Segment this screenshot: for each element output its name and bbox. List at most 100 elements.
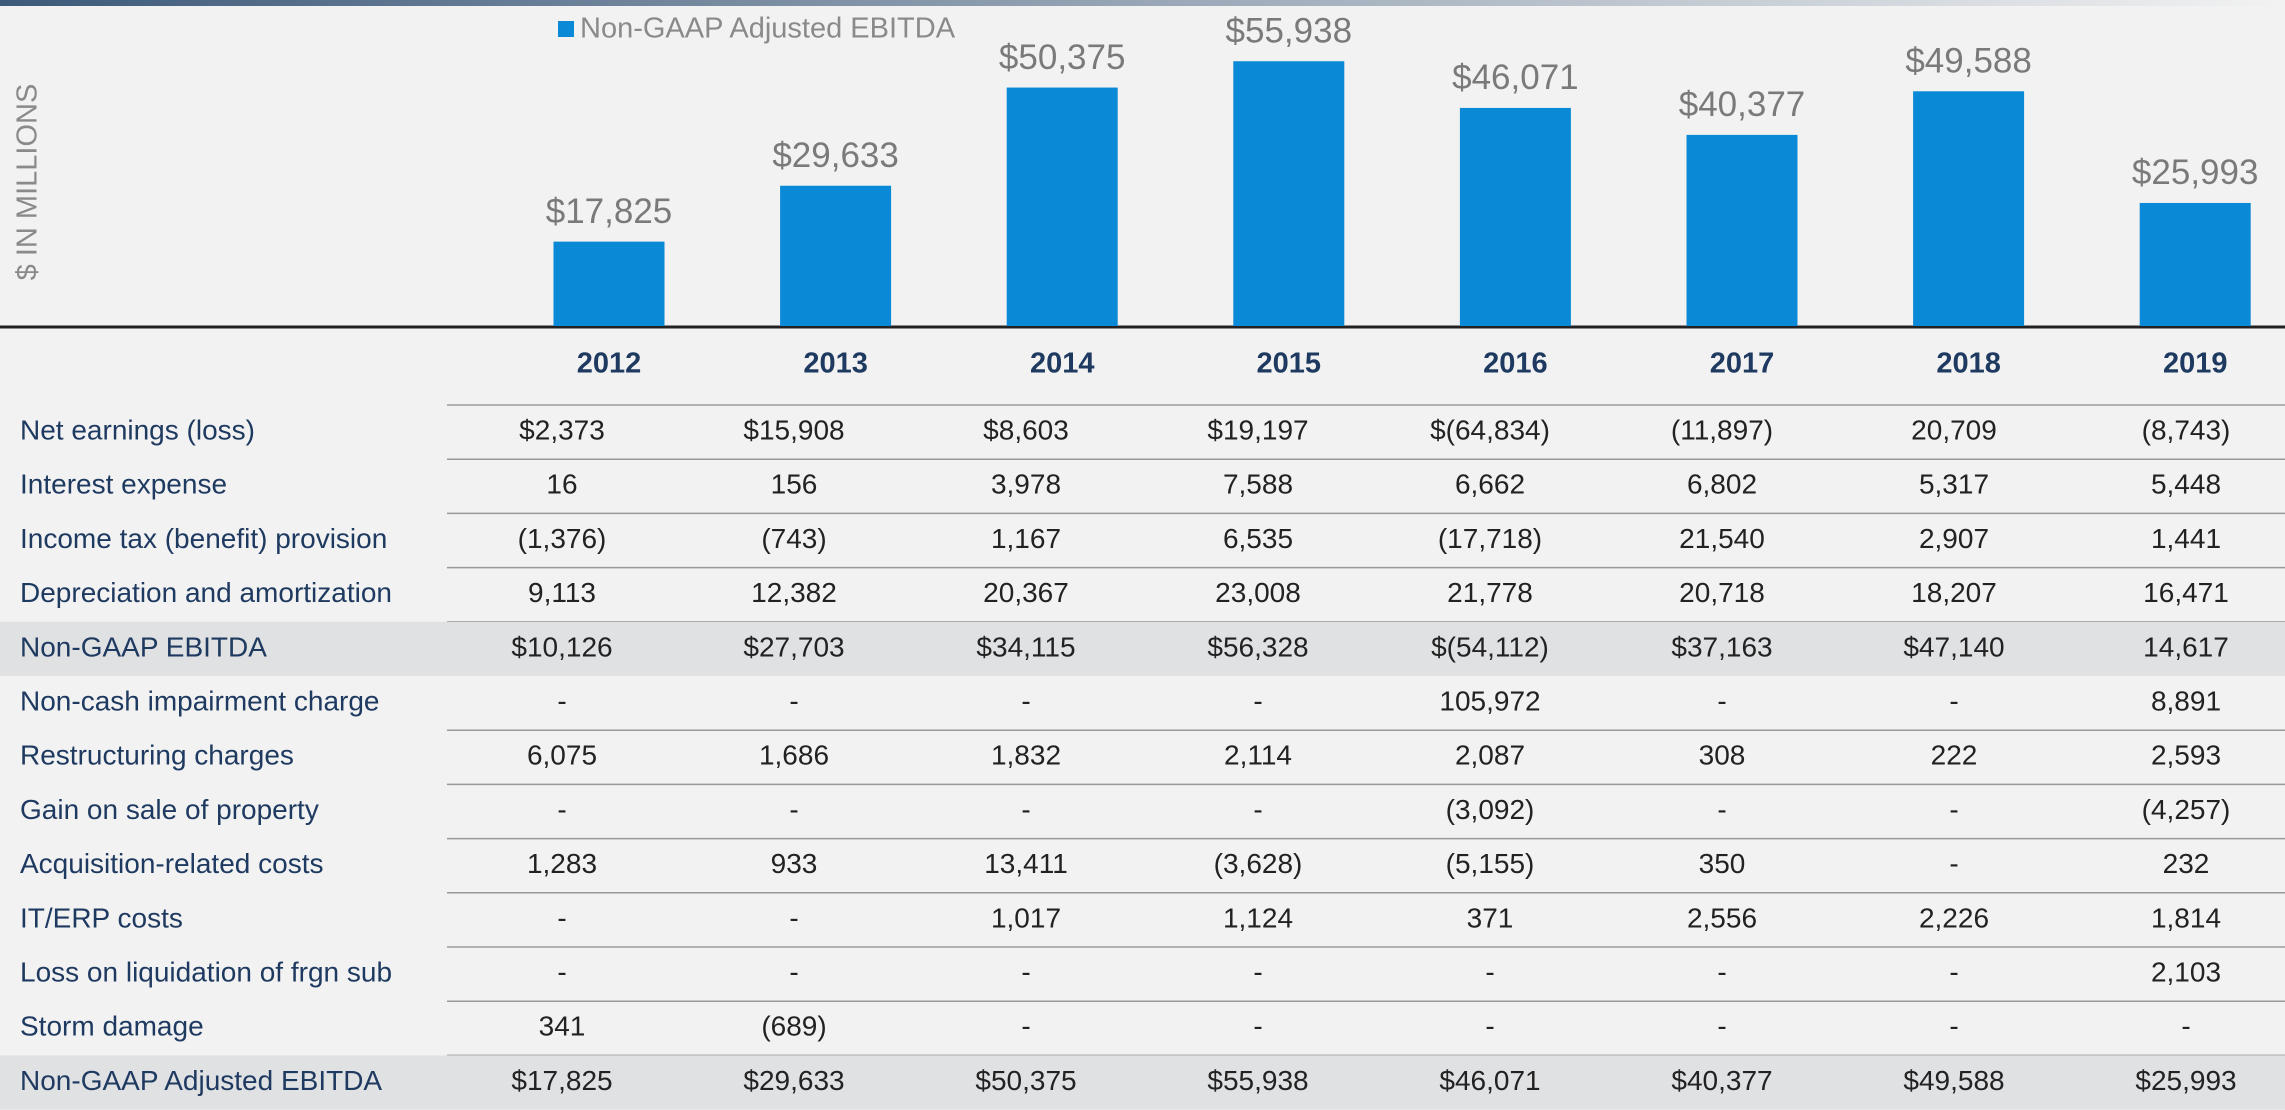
cell: 2,556 xyxy=(1687,902,1757,933)
cell: - xyxy=(1253,1011,1262,1042)
cell: $47,140 xyxy=(1903,631,2004,662)
cell: $55,938 xyxy=(1207,1065,1308,1096)
cell: 12,382 xyxy=(751,577,837,608)
year-header: 2013 xyxy=(803,348,868,380)
top-strip xyxy=(0,0,2285,6)
row-highlight xyxy=(0,621,2285,676)
cell: 6,662 xyxy=(1455,469,1525,500)
cell: (4,257) xyxy=(2142,794,2231,825)
bar xyxy=(1686,134,1798,326)
cell: 5,448 xyxy=(2151,469,2221,500)
row-label: Non-GAAP Adjusted EBITDA xyxy=(20,1065,382,1096)
row-label: Interest expense xyxy=(20,469,227,500)
cell: 9,113 xyxy=(528,577,596,608)
row-label: Depreciation and amortization xyxy=(20,577,392,608)
cell: (17,718) xyxy=(1438,523,1542,554)
cell: 1,686 xyxy=(759,740,829,771)
cell: 16,471 xyxy=(2143,577,2229,608)
cell: 2,907 xyxy=(1919,523,1989,554)
cell: 2,226 xyxy=(1919,902,1989,933)
cell: $17,825 xyxy=(511,1065,612,1096)
cell: 6,075 xyxy=(527,740,597,771)
cell: - xyxy=(1949,794,1958,825)
cell: - xyxy=(1717,794,1726,825)
cell: 6,535 xyxy=(1223,523,1293,554)
cell: 933 xyxy=(771,848,818,879)
bar xyxy=(553,241,665,326)
cell: 232 xyxy=(2163,848,2210,879)
cell: - xyxy=(789,685,798,716)
cell: - xyxy=(1021,1011,1030,1042)
cell: 16 xyxy=(546,469,577,500)
cell: $50,375 xyxy=(975,1065,1076,1096)
cell: - xyxy=(1021,956,1030,987)
cell: - xyxy=(1253,794,1262,825)
value-label: $25,993 xyxy=(2132,153,2259,192)
cell: $34,115 xyxy=(976,631,1075,662)
row-label: Restructuring charges xyxy=(20,740,294,771)
cell: 105,972 xyxy=(1439,685,1540,716)
cell: 308 xyxy=(1699,740,1746,771)
value-label: $55,938 xyxy=(1226,11,1353,50)
value-label: $17,825 xyxy=(546,192,673,231)
cell: (8,743) xyxy=(2142,414,2231,445)
cell: - xyxy=(1949,956,1958,987)
cell: 1,814 xyxy=(2151,902,2221,933)
cell: - xyxy=(1717,685,1726,716)
cell: 371 xyxy=(1467,902,1514,933)
cell: - xyxy=(1485,956,1494,987)
value-label: $46,071 xyxy=(1452,58,1579,97)
cell: 2,103 xyxy=(2151,956,2221,987)
legend-swatch xyxy=(558,21,574,37)
cell: 14,617 xyxy=(2143,631,2229,662)
year-header: 2014 xyxy=(1030,348,1095,380)
year-header: 2015 xyxy=(1257,348,1322,380)
cell: 20,709 xyxy=(1911,414,1997,445)
cell: 23,008 xyxy=(1215,577,1301,608)
cell: 1,441 xyxy=(2151,523,2221,554)
row-label: Gain on sale of property xyxy=(20,794,319,825)
bar xyxy=(1459,107,1571,326)
y-axis-label: $ IN MILLIONS xyxy=(12,84,44,281)
value-label: $50,375 xyxy=(999,38,1126,77)
year-header: 2018 xyxy=(1936,348,2001,380)
row-highlight xyxy=(0,1055,2285,1110)
cell: 341 xyxy=(539,1011,586,1042)
cell: $8,603 xyxy=(983,414,1069,445)
cell: - xyxy=(557,685,566,716)
cell: $10,126 xyxy=(511,631,612,662)
cell: - xyxy=(789,902,798,933)
year-header: 2019 xyxy=(2163,348,2228,380)
cell: $46,071 xyxy=(1439,1065,1540,1096)
cell: $19,197 xyxy=(1207,414,1308,445)
cell: 156 xyxy=(771,469,818,500)
cell: $56,328 xyxy=(1207,631,1308,662)
cell: $25,993 xyxy=(2135,1065,2236,1096)
cell: 20,718 xyxy=(1679,577,1765,608)
cell: $40,377 xyxy=(1671,1065,1772,1096)
cell: 5,317 xyxy=(1919,469,1989,500)
cell: $29,633 xyxy=(743,1065,844,1096)
cell: 18,207 xyxy=(1911,577,1997,608)
cell: 1,832 xyxy=(991,740,1061,771)
cell: 21,778 xyxy=(1447,577,1533,608)
cell: $49,588 xyxy=(1903,1065,2004,1096)
cell: $27,703 xyxy=(743,631,844,662)
cell: 3,978 xyxy=(991,469,1061,500)
cell: (5,155) xyxy=(1446,848,1535,879)
row-label: IT/ERP costs xyxy=(20,902,183,933)
row-label: Income tax (benefit) provision xyxy=(20,523,387,554)
cell: - xyxy=(557,902,566,933)
cell: $(64,834) xyxy=(1430,414,1550,445)
row-label: Non-GAAP EBITDA xyxy=(20,631,267,662)
cell: 1,124 xyxy=(1223,902,1293,933)
cell: - xyxy=(1021,685,1030,716)
legend-label: Non-GAAP Adjusted EBITDA xyxy=(580,13,956,45)
value-label: $40,377 xyxy=(1679,85,1806,124)
cell: - xyxy=(1949,685,1958,716)
cell: 6,802 xyxy=(1687,469,1757,500)
cell: 1,017 xyxy=(991,902,1061,933)
cell: $15,908 xyxy=(743,414,844,445)
cell: (3,628) xyxy=(1214,848,1303,879)
